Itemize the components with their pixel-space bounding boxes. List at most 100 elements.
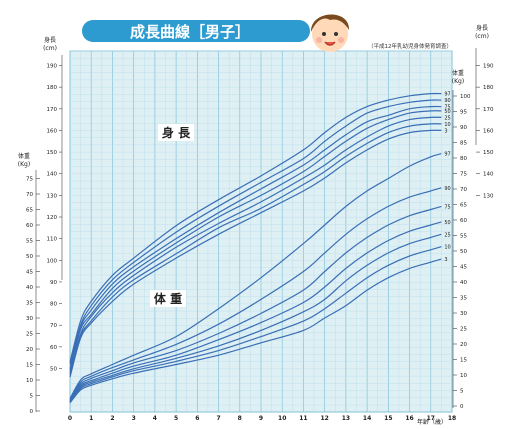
weight-curve-label: 10 <box>444 245 450 251</box>
left-weight-tick-label: 30 <box>26 316 33 322</box>
x-tick-label: 7 <box>216 415 220 422</box>
right-height-tick-label: 130 <box>483 193 494 199</box>
left-height-axis-title: 身長 (cm) <box>43 36 57 52</box>
weight-curve-p97 <box>69 153 442 399</box>
right-weight-tick-label: 85 <box>460 141 467 147</box>
right-weight-tick-label: 25 <box>460 327 467 333</box>
left-weight-tick-label: 60 <box>26 223 33 229</box>
x-tick-label: 9 <box>259 415 263 422</box>
weight-curve-p3 <box>69 258 442 404</box>
svg-text:身長: 身長 <box>44 36 56 44</box>
right-weight-tick-label: 70 <box>460 187 467 193</box>
x-tick-label: 12 <box>320 415 328 422</box>
x-tick-label: 6 <box>195 415 199 422</box>
height-curve-label: 97 <box>444 92 450 98</box>
right-weight-tick-label: 50 <box>460 249 467 255</box>
weight-curve-label: 25 <box>444 232 450 238</box>
right-weight-tick-label: 15 <box>460 358 467 364</box>
boy-face-illustration <box>310 14 350 52</box>
right-weight-tick-label: 45 <box>460 265 467 271</box>
x-tick-label: 8 <box>238 415 242 422</box>
title-banner: 成長曲線［男子］ <box>82 20 310 42</box>
x-tick-label: 3 <box>132 415 136 422</box>
left-height-tick-label: 110 <box>47 237 58 243</box>
weight-curve-label: 75 <box>444 204 450 210</box>
left-height-tick-label: 70 <box>50 323 57 329</box>
weight-curve-p25 <box>69 233 442 403</box>
weight-curve-label: 90 <box>444 186 450 192</box>
height-curve-p97 <box>69 92 442 363</box>
right-weight-tick-label: 40 <box>460 280 467 286</box>
right-weight-tick-label: 75 <box>460 172 467 178</box>
left-weight-tick-label: 35 <box>26 301 33 307</box>
weight-curve-label: 50 <box>444 220 450 226</box>
percentile-curves <box>69 92 442 404</box>
x-tick-label: 2 <box>110 415 114 422</box>
right-weight-tick-label: 95 <box>460 110 467 116</box>
height-curve-p90 <box>69 99 442 365</box>
left-height-tick-label: 170 <box>47 107 58 113</box>
left-height-tick-label: 190 <box>47 64 58 70</box>
x-tick-label: 11 <box>299 415 307 422</box>
height-curve-p25 <box>69 116 442 373</box>
left-weight-axis-title: 体重 (Kg) <box>18 152 30 168</box>
left-weight-tick-label: 20 <box>26 347 33 353</box>
height-curve-p75 <box>69 105 442 369</box>
right-weight-tick-label: 55 <box>460 234 467 240</box>
left-weight-tick-label: 55 <box>26 239 33 245</box>
height-curve-label: 90 <box>444 98 450 104</box>
height-curve-p10 <box>69 123 442 376</box>
right-weight-tick-label: 0 <box>460 404 464 410</box>
left-height-tick-label: 100 <box>47 258 58 264</box>
left-weight-tick-label: 65 <box>26 208 33 214</box>
left-height-tick-label: 180 <box>47 85 58 91</box>
weight-curve-label: 3 <box>444 257 447 263</box>
left-height-tick-label: 150 <box>47 150 58 156</box>
right-weight-tick-label: 100 <box>460 94 471 100</box>
chart-title: 成長曲線［男子］ <box>130 23 250 41</box>
right-weight-axis-title: 体重 (Kg) <box>452 69 464 85</box>
right-height-tick-label: 190 <box>483 64 494 70</box>
right-weight-tick-label: 90 <box>460 125 467 131</box>
right-weight-tick-label: 65 <box>460 203 467 209</box>
chart-grid <box>69 50 453 413</box>
left-height-tick-label: 50 <box>50 367 57 373</box>
right-weight-tick-label: 20 <box>460 342 467 348</box>
height-curve-label: 50 <box>444 109 450 115</box>
right-weight-tick-label: 35 <box>460 296 467 302</box>
left-weight-tick-label: 10 <box>26 378 33 384</box>
svg-text:(Kg): (Kg) <box>18 161 30 168</box>
weight-curve-p50 <box>69 221 442 402</box>
left-height-tick-label: 80 <box>50 302 57 308</box>
weight-section-label: 体 重 <box>150 290 186 307</box>
left-height-tick-label: 60 <box>50 345 57 351</box>
left-height-tick-label: 130 <box>47 193 58 199</box>
chart-axes: 0 1 2 3 4 5 6 7 8 9 10 11 12 13 14 15 16 17 18506070809010… <box>26 48 494 422</box>
right-height-tick-label: 150 <box>483 150 494 156</box>
height-curve-label: 25 <box>444 115 450 121</box>
left-weight-tick-label: 0 <box>30 409 34 415</box>
right-weight-tick-label: 5 <box>460 389 464 395</box>
left-weight-tick-label: 40 <box>26 285 33 291</box>
x-tick-label: 0 <box>68 415 72 422</box>
right-weight-tick-label: 60 <box>460 218 467 224</box>
svg-text:(cm): (cm) <box>43 45 57 52</box>
svg-text:(Kg): (Kg) <box>452 78 464 85</box>
svg-text:体重: 体重 <box>452 69 464 77</box>
svg-text:(cm): (cm) <box>475 33 489 40</box>
svg-text:体 重: 体 重 <box>154 291 182 306</box>
svg-text:身 長: 身 長 <box>162 125 191 140</box>
title-bar <box>82 20 310 42</box>
left-weight-tick-label: 25 <box>26 332 33 338</box>
right-height-tick-label: 140 <box>483 172 494 178</box>
height-curve-label: 10 <box>444 122 450 128</box>
right-weight-tick-label: 80 <box>460 156 467 162</box>
x-tick-label: 10 <box>278 415 286 422</box>
left-height-tick-label: 140 <box>47 172 58 178</box>
left-weight-tick-label: 70 <box>26 192 33 198</box>
height-curve-p50 <box>69 110 442 371</box>
weight-curve-p10 <box>69 246 442 403</box>
x-tick-label: 14 <box>363 415 371 422</box>
right-height-tick-label: 170 <box>483 107 494 113</box>
x-tick-label: 5 <box>174 415 178 422</box>
